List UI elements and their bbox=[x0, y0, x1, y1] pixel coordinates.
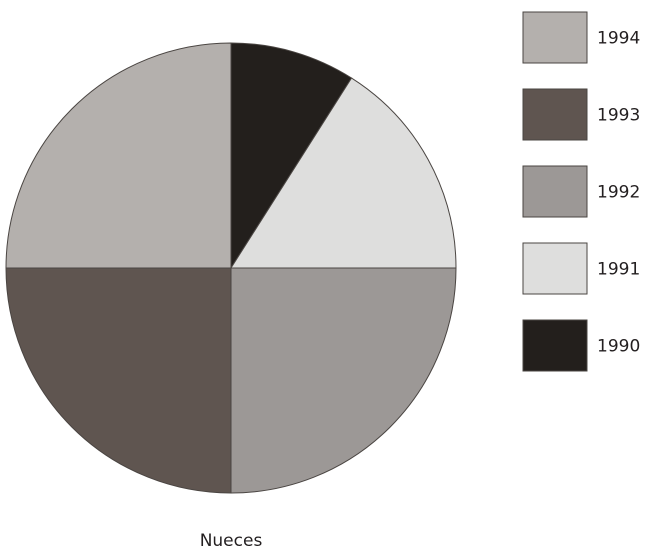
pie-slices bbox=[5, 42, 457, 494]
legend-swatch-1992 bbox=[522, 165, 588, 218]
pie-slice-1992 bbox=[230, 267, 457, 494]
legend-label-1991: 1991 bbox=[597, 260, 640, 280]
legend-label-1990: 1990 bbox=[597, 337, 640, 357]
legend-swatch-1994 bbox=[522, 11, 588, 64]
legend-swatch-1990 bbox=[522, 319, 588, 372]
pie-slice-1993 bbox=[5, 267, 232, 494]
pie-slice-1990 bbox=[230, 42, 353, 270]
chart-title: Nueces bbox=[200, 531, 263, 551]
legend-label-1994: 1994 bbox=[597, 29, 640, 49]
legend-swatch-1991 bbox=[522, 242, 588, 295]
pie-slice-1994 bbox=[5, 42, 232, 269]
legend-label-1993: 1993 bbox=[597, 106, 640, 126]
legend-label-1992: 1992 bbox=[597, 183, 640, 203]
legend: 1994 1993 1992 1991 1990 bbox=[522, 11, 640, 372]
pie-slice-1991 bbox=[230, 77, 457, 269]
legend-swatch-1993 bbox=[522, 88, 588, 141]
